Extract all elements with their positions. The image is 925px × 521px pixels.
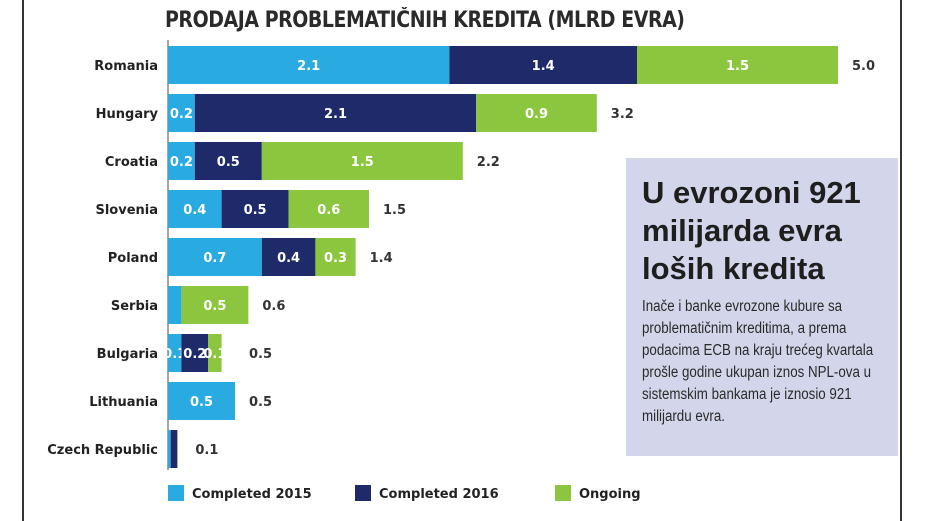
bar-segment [476,94,597,132]
legend-label: Completed 2015 [192,487,312,502]
category-label: Poland [108,251,158,266]
segment-label: 0.2 [170,107,193,122]
chart-title: PRODAJA PROBLEMATIČNIH KREDITA (MLRD EVR… [165,8,685,33]
bar-segment [221,190,289,228]
bar-segment [208,334,222,372]
sidebar-body: Inače i banke evrozone kubure sa problem… [642,298,874,425]
bar-segment [194,94,477,132]
sidebar-headline: U evrozoni 921 milijarda evra loših kred… [642,175,861,286]
bar-segment [449,46,637,84]
bar-segment [168,94,195,132]
bar-segment [168,334,182,372]
segment-label: 1.5 [726,59,749,74]
category-label: Lithuania [89,395,158,410]
total-label: 5.0 [852,59,875,74]
bar-segment [261,238,316,276]
segment-label: 0.1 [163,347,186,362]
bar-segment [168,286,182,324]
category-label: Croatia [105,155,158,170]
total-label: 2.2 [477,155,500,170]
segment-label: 0.5 [217,155,240,170]
segment-label: 0.5 [190,395,213,410]
category-label: Bulgaria [97,347,158,362]
bar-segment [194,142,262,180]
segment-label: 0.5 [203,299,226,314]
total-label: 1.4 [370,251,393,266]
category-label: Czech Republic [47,443,158,458]
total-label: 1.5 [383,203,406,218]
bar-segment [181,334,209,372]
segment-label: 0.7 [203,251,226,266]
segment-label: 0.4 [183,203,206,218]
segment-label: 2.1 [324,107,347,122]
category-label: Slovenia [95,203,158,218]
bar-segment [288,190,369,228]
bar-segment [261,142,463,180]
segment-label: 0.1 [203,347,226,362]
legend-swatch [355,485,371,501]
bar-segment [168,142,195,180]
segment-label: 2.1 [297,59,320,74]
segment-label: 0.3 [324,251,347,266]
segment-label: 0.4 [277,251,300,266]
bar-segment [315,238,356,276]
segment-label: 0.5 [244,203,267,218]
segment-label: 0.9 [525,107,548,122]
category-label: Hungary [96,107,159,122]
total-label: 3.2 [611,107,634,122]
total-label: 0.6 [262,299,285,314]
total-label: 0.5 [249,395,272,410]
frame-border-right [900,0,902,521]
frame-border-left [22,0,24,521]
bar-segment [637,46,838,84]
bar-segment [168,382,235,420]
legend-swatch [555,485,571,501]
bar-segment [168,190,222,228]
segment-label: 1.4 [532,59,555,74]
bar-segment [170,430,178,468]
legend-label: Completed 2016 [379,487,499,502]
segment-label: 0.2 [183,347,206,362]
legend-label: Ongoing [579,487,641,502]
bar-segment [168,430,171,468]
segment-label: 0.2 [170,155,193,170]
total-label: 0.5 [249,347,272,362]
segment-label: 1.5 [351,155,374,170]
bar-segment [168,238,262,276]
segment-label: 0.6 [317,203,340,218]
sidebar-box: U evrozoni 921 milijarda evra loših kred… [626,158,898,456]
total-label: 0.1 [195,443,218,458]
bar-segment [181,286,249,324]
bar-segment [168,46,450,84]
category-label: Serbia [111,299,158,314]
category-label: Romania [94,59,158,74]
legend-swatch [168,485,184,501]
